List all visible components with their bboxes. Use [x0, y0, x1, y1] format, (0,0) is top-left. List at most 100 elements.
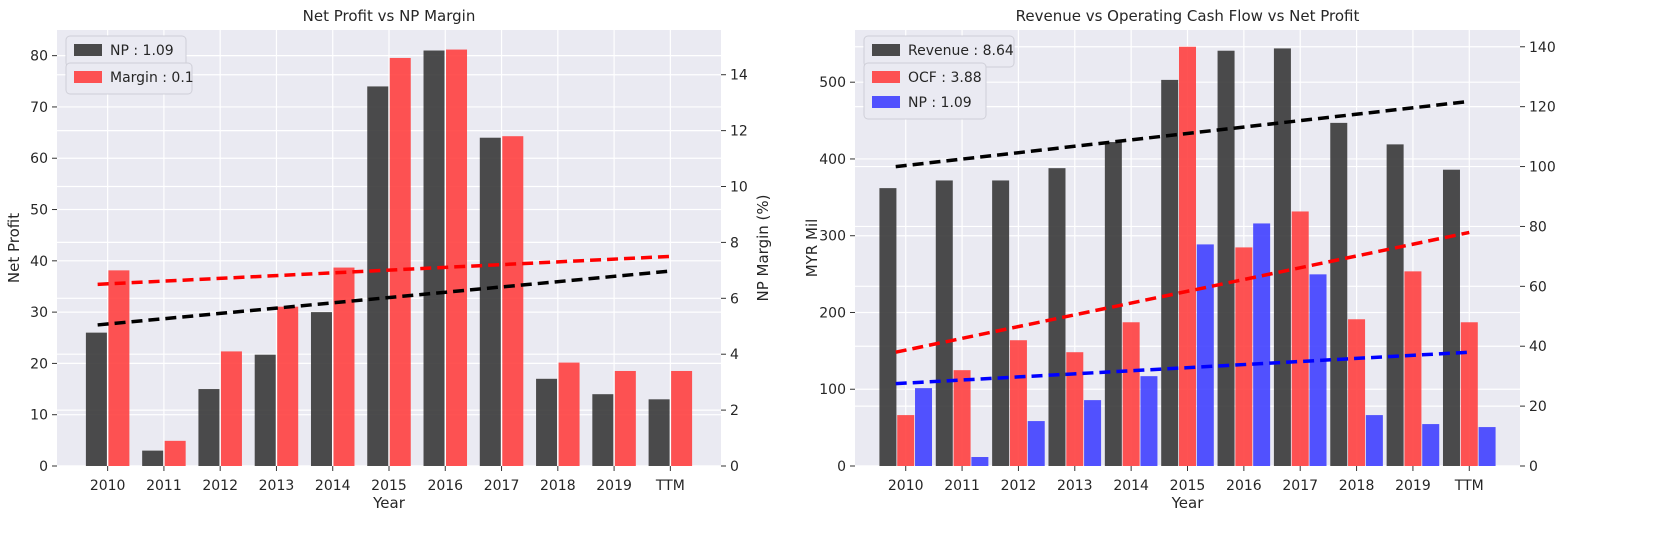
bar-ocf-2015: [1179, 46, 1196, 467]
y-tick-label: 70: [30, 100, 48, 116]
bar-margin-2018: [558, 362, 580, 466]
y2-tick-label: 60: [1529, 279, 1547, 295]
bar-revenue-2018: [1330, 122, 1348, 466]
x-axis: 2010 2011 2012 2013 2014 2015 2016 2017 2018 2019…: [90, 466, 685, 494]
x-tick-label: 2019: [1395, 478, 1431, 494]
legend-label: Revenue : 8.64: [908, 43, 1014, 59]
y-tick-label: 80: [30, 49, 48, 65]
y-tick-label: 10: [30, 408, 48, 424]
y2-tick-label: 0: [730, 459, 739, 475]
bar-ocf-2010: [897, 415, 915, 466]
legend-label: Margin : 0.1: [110, 70, 194, 86]
bar-revenue-2016: [1217, 50, 1235, 467]
bar-np-2010: [85, 332, 107, 466]
legend: NP : 1.09 Margin : 0.1: [65, 35, 194, 95]
bar-ocf-2011: [953, 370, 971, 466]
bar-np-2012: [1027, 421, 1045, 466]
bars: [85, 49, 693, 467]
y2-tick-label: 10: [730, 180, 748, 196]
x-tick-label: 2010: [90, 478, 126, 494]
bar-np-2017: [479, 137, 501, 466]
bar-ocf-2018: [1348, 319, 1366, 466]
y2-tick-label: 0: [1529, 459, 1538, 475]
bar-np-2014: [1140, 376, 1158, 466]
bar-margin-2014: [333, 267, 355, 466]
y2-tick-label: 12: [730, 124, 748, 140]
x-tick-label: 2011: [944, 478, 980, 494]
trendline-1: [97, 254, 671, 287]
bar-margin-2017: [502, 136, 524, 466]
legend-box: [65, 62, 193, 95]
legend-swatch: [74, 44, 102, 56]
x-axis-label: Year: [1171, 494, 1205, 512]
x-tick-label: 2014: [1113, 478, 1149, 494]
bar-np-2012: [198, 389, 220, 466]
y-tick-label: 400: [819, 152, 846, 168]
x-tick-label: 2016: [1226, 478, 1262, 494]
y-tick-label: 20: [30, 356, 48, 372]
y2-tick-label: 80: [1529, 219, 1547, 235]
bar-revenue-2012: [992, 180, 1010, 467]
y-axis-right: 0 2 4 6 8 10 12 14: [721, 68, 748, 475]
y-axis-label: Net Profit: [5, 213, 23, 283]
y2-tick-label: 140: [1529, 40, 1556, 56]
bar-revenue-2013: [1048, 168, 1066, 467]
bar-ocf-2012: [1009, 340, 1027, 466]
y2-tick-label: 40: [1529, 339, 1547, 355]
x-tick-label: 2017: [484, 478, 520, 494]
y-axis-label: MYR Mil: [803, 219, 821, 278]
bar-np-2011: [142, 450, 164, 466]
bar-ocf-2016: [1235, 247, 1253, 466]
y-tick-label: 40: [30, 254, 48, 270]
y-tick-label: 60: [30, 151, 48, 167]
x-axis: 2010 2011 2012 2013 2014 2015 2016 2017 2018 2019…: [888, 466, 1484, 494]
bar-np-2010: [915, 388, 933, 466]
chart-revenue-ocf-np: 0 100 200 300 400 500 0 20 40 60 80 100 120 140 2010…: [803, 7, 1556, 512]
x-tick-label: 2016: [427, 478, 463, 494]
y2-axis-label: NP Margin (%): [754, 195, 772, 302]
bar-np-2014: [310, 312, 332, 466]
y2-tick-label: 100: [1529, 160, 1556, 176]
x-tick-label: 2010: [888, 478, 924, 494]
bar-revenue-2019: [1386, 144, 1404, 467]
y-axis-left: 0 100 200 300 400 500: [819, 75, 855, 475]
bar-revenue-2017: [1273, 48, 1291, 466]
bar-np-2015: [1196, 244, 1214, 466]
y-tick-label: 30: [30, 305, 48, 321]
bar-revenue-ttm: [1442, 169, 1460, 466]
bar-revenue-2010: [879, 188, 897, 466]
x-tick-label: 2012: [1001, 478, 1037, 494]
bar-ocf-2017: [1291, 211, 1309, 466]
x-tick-label: 2018: [1339, 478, 1375, 494]
y-axis-left: 0 10 20 30 40 50 60 70 80: [30, 49, 57, 475]
y-tick-label: 500: [819, 75, 846, 91]
bar-ocf-2013: [1066, 352, 1084, 466]
x-tick-label: 2015: [371, 478, 407, 494]
bar-np-2013: [254, 354, 276, 466]
y2-tick-label: 6: [730, 291, 739, 307]
legend-label: NP : 1.09: [110, 43, 174, 59]
trendline-2: [895, 350, 1470, 386]
x-tick-label: 2013: [1057, 478, 1093, 494]
chart-title: Net Profit vs NP Margin: [303, 7, 476, 25]
y2-tick-label: 8: [730, 235, 739, 251]
bar-margin-2011: [164, 440, 186, 466]
x-tick-label: TTM: [655, 478, 685, 494]
trendlines: [895, 99, 1470, 386]
x-tick-label: 2018: [540, 478, 576, 494]
bar-np-2018: [536, 378, 558, 466]
y2-tick-label: 2: [730, 403, 739, 419]
y-tick-label: 0: [837, 459, 846, 475]
legend-label: OCF : 3.88: [908, 70, 982, 86]
x-tick-label: 2011: [146, 478, 182, 494]
bar-margin-2016: [446, 49, 468, 467]
legend-swatch: [872, 71, 900, 83]
x-tick-label: 2015: [1170, 478, 1206, 494]
bar-margin-2015: [389, 57, 411, 466]
bar-np-2018: [1365, 415, 1383, 466]
x-tick-label: 2014: [315, 478, 351, 494]
bar-revenue-2011: [935, 180, 953, 467]
legend-swatch: [74, 71, 102, 83]
trendline-0: [895, 99, 1470, 169]
